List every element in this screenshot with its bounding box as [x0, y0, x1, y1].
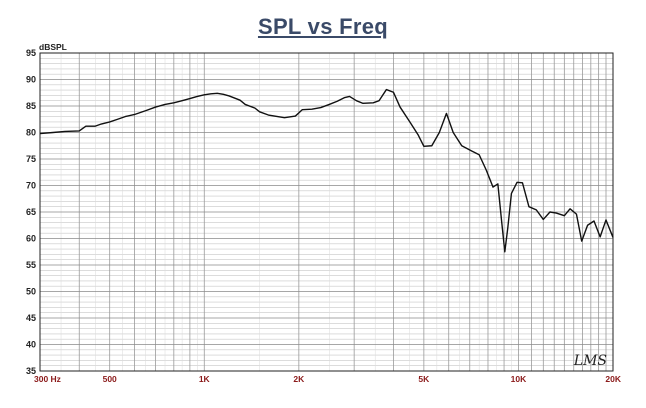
x-tick-label: 1K: [199, 374, 211, 384]
chart-title: SPL vs Freq: [257, 14, 389, 39]
x-tick-label: 300 Hz: [34, 374, 61, 384]
y-tick-label: 95: [26, 48, 36, 58]
x-tick-label: 20K: [605, 374, 621, 384]
x-tick-label: 500: [103, 374, 117, 384]
y-tick-label: 70: [26, 181, 36, 191]
x-tick-label: 10K: [511, 374, 527, 384]
y-axis-ticks: 35 40 45 50 55 60 65 70 75 80 85 90 95: [26, 48, 36, 376]
plot-frame: [39, 52, 614, 372]
y-tick-label: 55: [26, 260, 36, 270]
y-tick-label: 80: [26, 128, 36, 138]
lms-logo-watermark: LMS: [573, 353, 607, 369]
y-tick-label: 40: [26, 340, 36, 350]
y-tick-label: 50: [26, 287, 36, 297]
y-tick-label: 35: [26, 366, 36, 376]
y-tick-label: 45: [26, 313, 36, 323]
y-tick-label: 85: [26, 101, 36, 111]
y-tick-label: 90: [26, 75, 36, 85]
y-axis-label: dBSPL: [39, 42, 67, 52]
spl-series-line: [39, 88, 614, 253]
x-axis-ticks: 300 Hz 500 1K 2K 5K 10K 20K: [34, 374, 622, 384]
x-tick-label: 2K: [293, 374, 305, 384]
x-tick-label: 5K: [418, 374, 430, 384]
y-tick-label: 60: [26, 234, 36, 244]
y-tick-label: 75: [26, 154, 36, 164]
grid: [40, 53, 613, 371]
y-tick-label: 65: [26, 207, 36, 217]
